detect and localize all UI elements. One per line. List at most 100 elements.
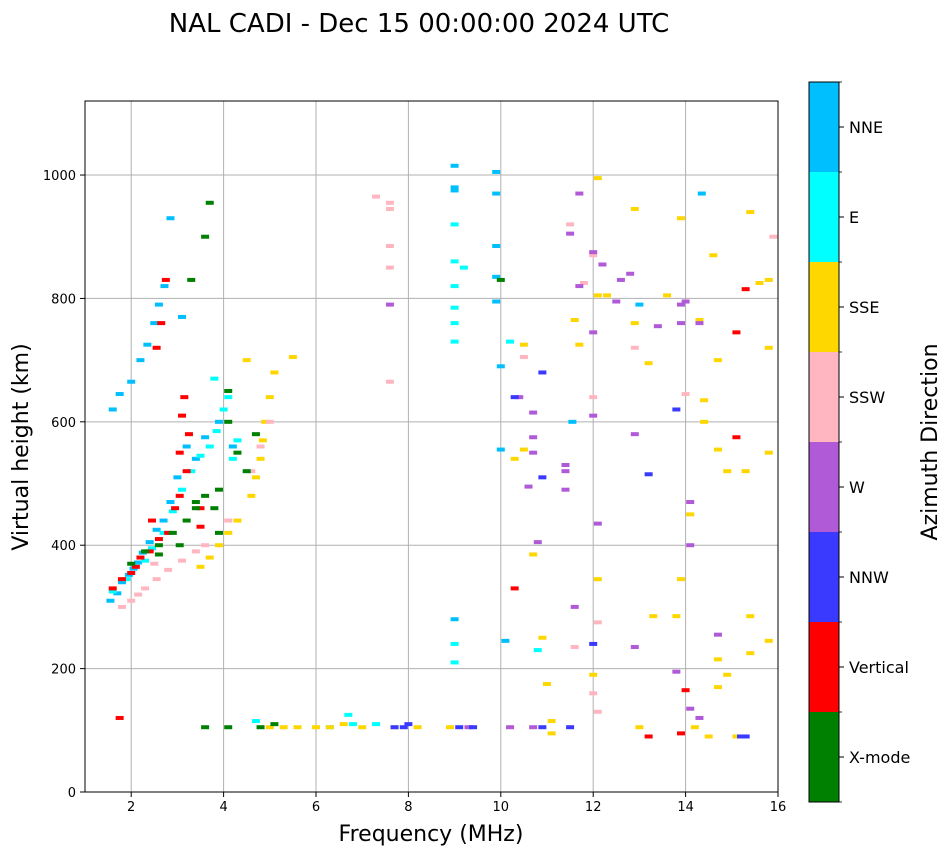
data-point-w [616,277,625,282]
data-point-vertical [147,518,156,523]
data-point-w [589,330,598,335]
data-point-vertical [196,506,205,511]
data-point-vertical [180,395,189,400]
data-point-sse [676,577,685,582]
data-point-w [570,604,579,609]
colorbar-swatch-nne [809,82,839,172]
data-point-sse [279,725,288,730]
data-point-e [450,305,459,310]
colorbar-swatch-ssw [809,352,839,442]
data-point-sse [270,370,279,375]
data-point-sse [713,447,722,452]
x-tick-label: 4 [219,800,227,815]
data-point-sse [510,456,519,461]
data-point-nne [136,358,145,363]
data-point-sse [358,725,367,730]
data-point-e [187,469,196,474]
data-point-e [210,376,219,381]
data-point-vertical [164,530,173,535]
data-point-e [205,444,214,449]
data-point-nnw [737,734,746,739]
x-tick-label: 8 [404,800,412,815]
colorbar-label-e: E [849,208,859,227]
data-point-sse [593,577,602,582]
data-point-vertical [157,321,166,326]
data-point-sse [695,318,704,323]
data-point-sse [312,725,320,730]
data-point-x-mode [127,561,136,566]
data-point-w [593,521,602,526]
y-axis-label: Virtual height (km) [9,343,34,550]
data-point-w [653,324,662,329]
data-point-e [196,453,205,458]
data-point-ssw [256,444,265,449]
data-point-sse [196,564,205,569]
data-point-w [566,231,575,236]
data-point-vertical [175,493,184,498]
data-point-w [626,271,635,276]
data-point-nne [496,447,505,452]
data-point-nne [450,617,459,622]
data-point-ssw [589,395,598,400]
data-point-e [450,660,459,665]
data-point-sse [589,672,598,677]
colorbar-label-w: W [849,478,865,497]
data-point-ssw [372,194,381,199]
x-tick-label: 2 [127,800,135,815]
data-point-sse [214,543,223,548]
data-point-vertical [732,435,741,440]
data-point-x-mode [154,543,163,548]
data-point-sse [709,253,718,258]
data-point-vertical [171,506,180,511]
data-point-e [450,259,459,264]
colorbar-swatch-x-mode [809,712,839,802]
data-point-sse [445,725,454,730]
data-point-nnw [672,407,681,412]
data-point-x-mode [168,530,177,535]
data-point-vertical [145,549,154,554]
data-point-x-mode [224,725,233,730]
data-point-x-mode [201,234,210,239]
data-point-sse [258,438,267,443]
data-point-nne [492,274,501,279]
data-point-vertical [152,345,161,350]
colorbar-label-ssw: SSW [849,388,885,407]
data-point-vertical [178,413,187,418]
data-point-nnw [390,725,399,730]
data-point-e [159,530,168,535]
y-tick-label: 600 [51,416,76,431]
data-point-sse [261,419,270,424]
data-point-nne [492,299,501,304]
data-point-ssw [385,200,394,205]
data-point-x-mode [205,200,214,205]
data-point-vertical [154,537,163,542]
data-point-vertical [741,287,750,292]
data-point-x-mode [233,450,242,455]
data-point-e [108,589,117,594]
data-point-nnw [538,370,547,375]
data-point-sse [723,672,732,677]
data-point-ssw [164,567,173,572]
data-point-sse [704,734,713,739]
data-point-x-mode [201,493,210,498]
data-point-nne [492,191,501,196]
data-point-nne [568,419,577,424]
y-tick-label: 1000 [43,169,76,184]
data-point-nnw [538,725,547,730]
data-point-e [450,339,459,344]
data-point-x-mode [256,725,265,730]
data-point-x-mode [214,487,223,492]
data-point-sse [547,731,556,736]
data-point-ssw [385,265,394,270]
data-point-nnw [644,472,653,477]
data-point-w [713,632,722,637]
data-point-x-mode [201,725,210,730]
data-point-sse [713,358,722,363]
data-point-nnw [399,725,408,730]
data-point-w [676,302,685,307]
data-point-nnw [404,722,413,727]
colorbar-swatch-nnw [809,532,839,622]
data-point-w [561,463,570,468]
data-point-nne [127,379,136,384]
data-point-x-mode [224,388,233,393]
